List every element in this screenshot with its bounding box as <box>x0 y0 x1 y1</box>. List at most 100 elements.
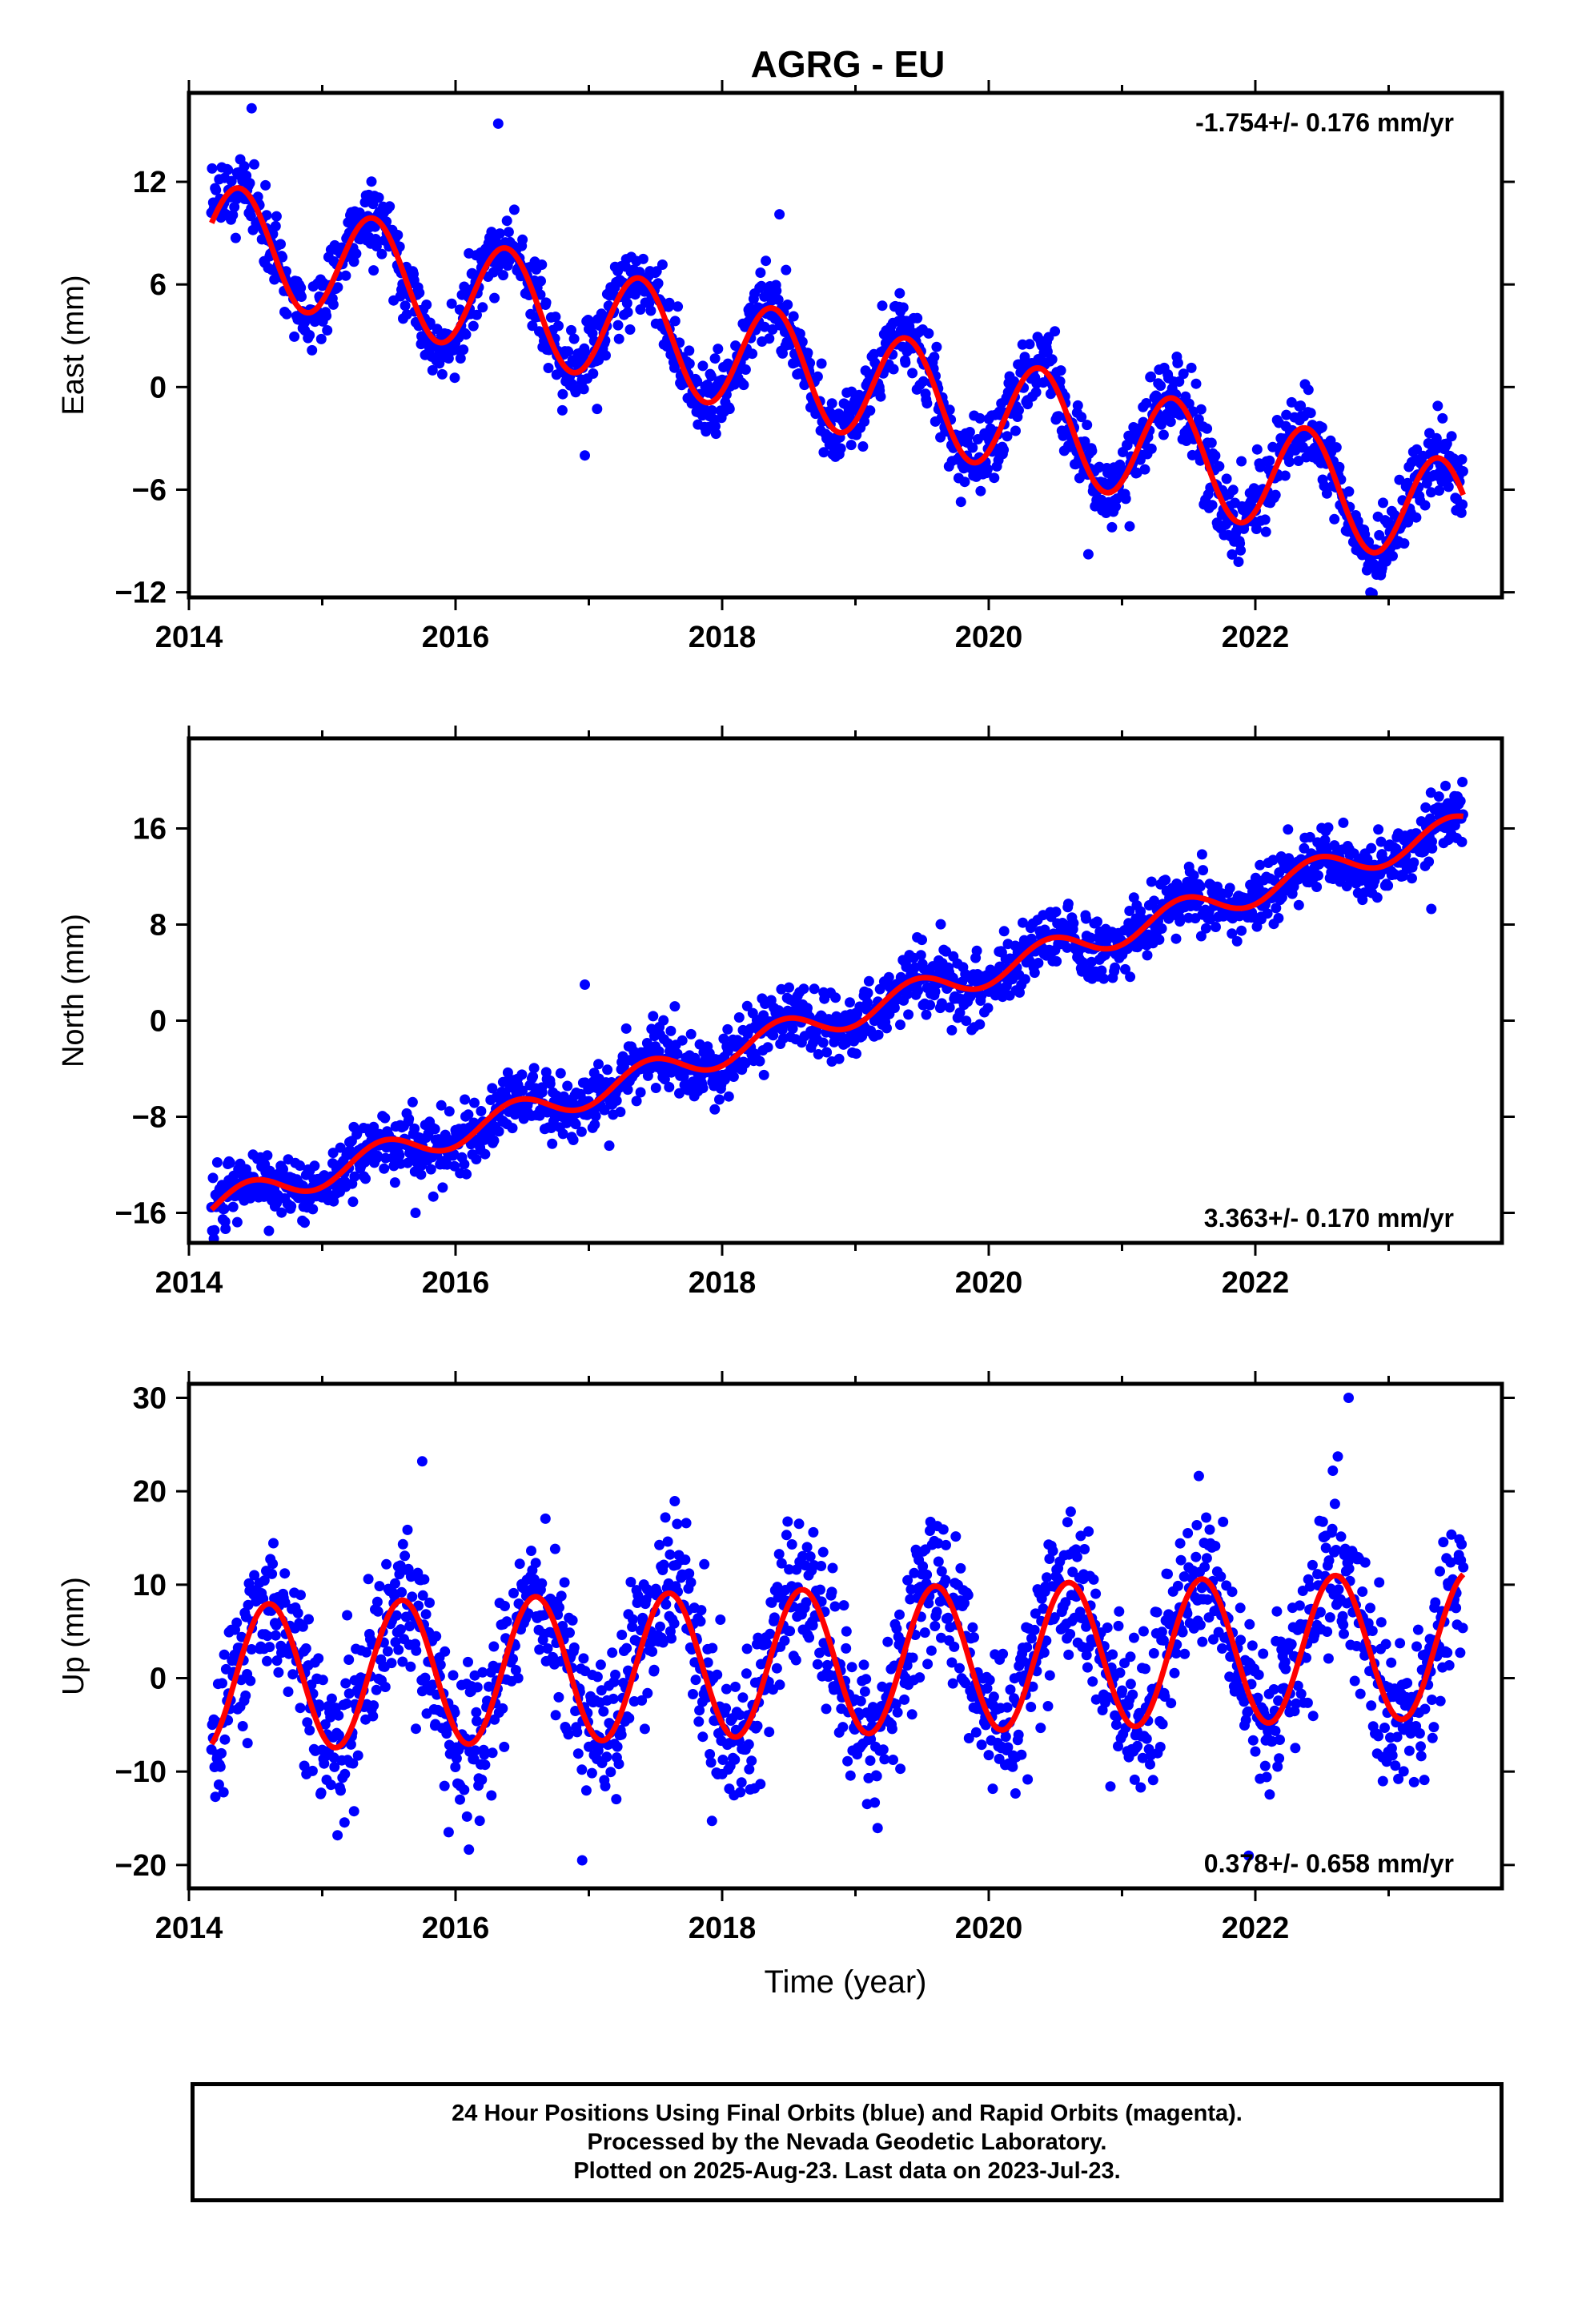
data-point <box>1183 398 1195 409</box>
data-point <box>612 320 624 331</box>
data-point <box>1456 836 1468 847</box>
data-point <box>1175 1554 1186 1566</box>
data-point <box>862 997 873 1008</box>
data-point <box>283 1687 294 1697</box>
data-point <box>698 403 709 414</box>
data-point <box>1188 870 1199 881</box>
data-point <box>1394 474 1405 485</box>
data-point <box>1411 444 1423 455</box>
data-point <box>564 1627 575 1638</box>
data-point <box>460 1094 471 1105</box>
data-point <box>1456 454 1468 465</box>
data-point <box>1063 1649 1074 1660</box>
data-point <box>368 265 379 276</box>
data-point <box>437 1182 448 1193</box>
data-point <box>1172 357 1183 368</box>
data-point <box>219 1649 230 1660</box>
velocity-annotation: -1.754+/- 0.176 mm/yr <box>1195 108 1454 137</box>
data-point <box>922 1659 934 1670</box>
data-point <box>363 1574 374 1585</box>
data-point <box>1148 1648 1159 1659</box>
data-point <box>710 428 721 440</box>
data-point <box>270 1630 281 1641</box>
data-point <box>303 1614 314 1625</box>
y-tick-label: −8 <box>132 1101 167 1135</box>
data-point <box>777 348 788 359</box>
data-point <box>658 1015 669 1026</box>
data-point <box>1147 1775 1158 1786</box>
data-point <box>1191 1520 1203 1530</box>
data-point <box>368 1121 379 1132</box>
data-point <box>835 443 846 454</box>
data-point <box>964 427 975 437</box>
data-point <box>416 1169 427 1180</box>
data-point <box>292 1607 303 1618</box>
data-point <box>479 1749 490 1760</box>
data-point <box>786 1539 797 1550</box>
data-point <box>862 987 873 999</box>
data-point <box>674 1088 685 1099</box>
data-point <box>1149 895 1159 907</box>
data-point <box>1083 1526 1094 1537</box>
data-point <box>576 1764 588 1775</box>
data-point <box>1387 550 1398 561</box>
data-point <box>838 1600 849 1611</box>
data-point <box>400 300 411 312</box>
data-point <box>210 1791 221 1803</box>
data-point <box>974 412 986 424</box>
velocity-annotation: 3.363+/- 0.170 mm/yr <box>1204 1204 1454 1232</box>
data-point <box>906 1709 917 1720</box>
data-point <box>1120 493 1131 505</box>
y-tick-label: 0 <box>150 1005 167 1039</box>
data-point <box>1047 1546 1058 1557</box>
data-point <box>737 1692 749 1703</box>
data-point <box>826 1586 837 1598</box>
data-point <box>1191 378 1202 389</box>
data-point <box>660 1512 671 1523</box>
data-point <box>1105 1781 1116 1792</box>
data-point <box>428 1191 439 1202</box>
y-tick-label: 12 <box>133 166 167 199</box>
data-point <box>289 331 300 342</box>
data-point <box>637 253 648 264</box>
data-point <box>1033 958 1044 968</box>
data-point <box>678 1071 689 1082</box>
data-point <box>1158 429 1169 440</box>
data-point <box>829 1601 841 1612</box>
data-point <box>1174 376 1185 387</box>
data-point <box>427 1679 438 1691</box>
data-point <box>1290 1743 1301 1754</box>
data-point <box>459 1784 470 1795</box>
data-point <box>877 1744 889 1755</box>
data-point <box>842 1755 853 1767</box>
data-point <box>1316 422 1327 433</box>
data-point <box>1029 967 1040 979</box>
data-point <box>944 1002 955 1013</box>
data-point <box>746 1755 757 1767</box>
data-point <box>1076 412 1087 423</box>
data-point <box>1211 922 1221 932</box>
data-point <box>1408 857 1419 868</box>
data-point <box>1236 925 1247 936</box>
data-point <box>858 1659 869 1671</box>
data-point <box>295 282 307 293</box>
data-point <box>1195 404 1207 415</box>
data-point <box>1221 473 1232 485</box>
data-point <box>826 398 837 409</box>
data-point <box>921 398 933 409</box>
data-point <box>624 1713 635 1723</box>
data-point <box>389 1177 400 1188</box>
data-point <box>1195 931 1207 942</box>
data-point <box>871 1771 882 1782</box>
data-point <box>271 211 282 222</box>
data-point <box>499 1741 510 1752</box>
data-point <box>517 1085 528 1096</box>
data-point <box>612 1741 623 1752</box>
data-point <box>1155 380 1166 392</box>
data-point <box>989 472 1000 484</box>
data-point <box>275 239 286 250</box>
data-point <box>1264 1789 1275 1800</box>
data-point <box>1207 500 1218 511</box>
data-point <box>391 1610 402 1621</box>
data-point <box>1200 923 1211 934</box>
